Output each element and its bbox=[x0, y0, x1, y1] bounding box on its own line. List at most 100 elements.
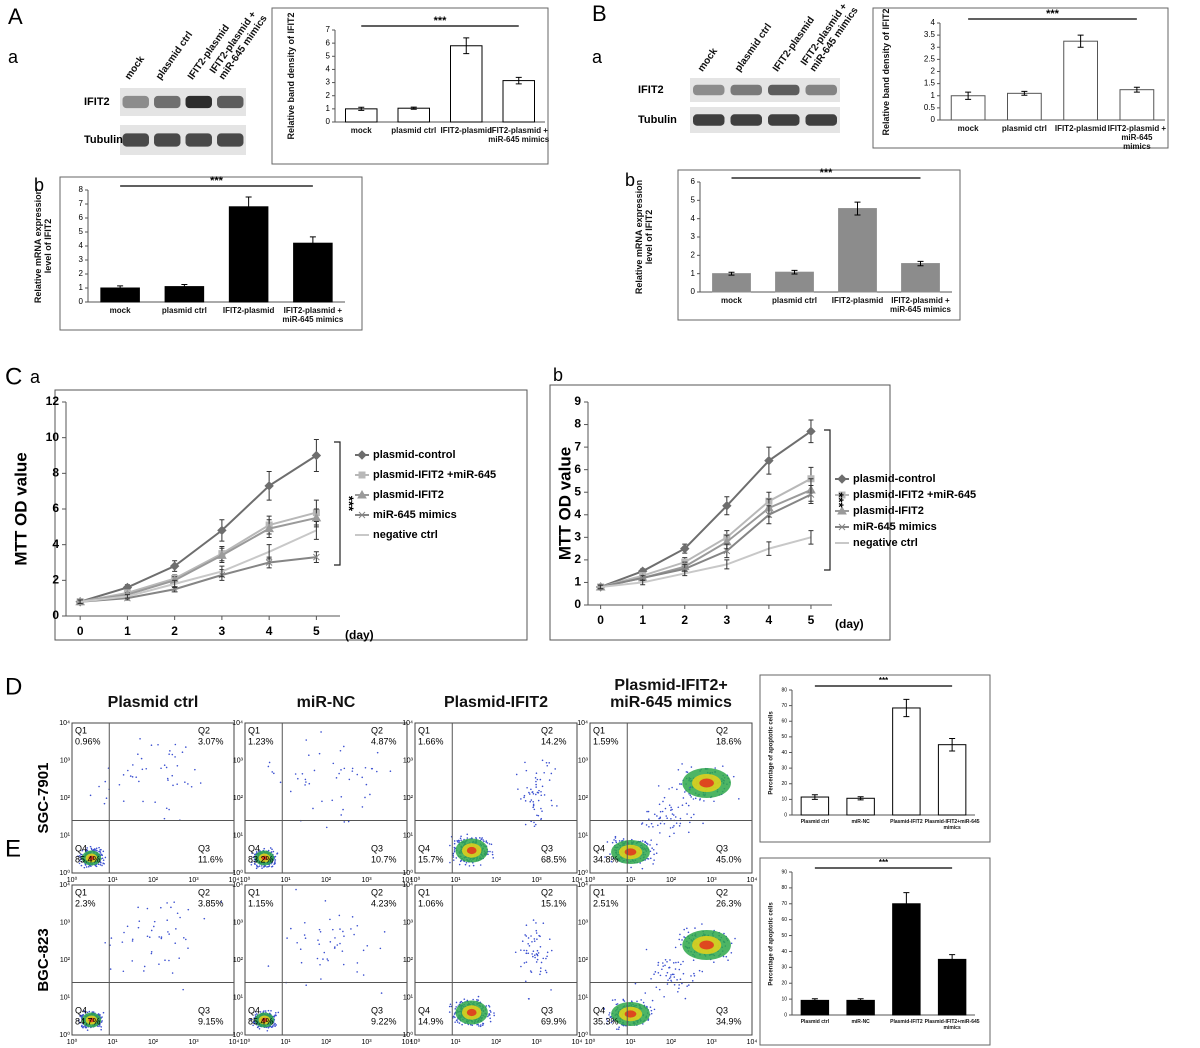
flow-event bbox=[329, 919, 331, 921]
x-tick-label: IFIT2-plasmid + miR-645 mimics bbox=[1099, 125, 1175, 151]
quadrant-percent: 1.06% bbox=[418, 898, 444, 908]
flow-event bbox=[533, 919, 535, 921]
flow-y-tick-label: 10⁴ bbox=[402, 720, 413, 727]
flow-event bbox=[529, 793, 531, 795]
quadrant-percent: 14.2% bbox=[541, 736, 567, 746]
flow-event bbox=[273, 773, 275, 775]
flow-event bbox=[650, 858, 652, 860]
flow-event bbox=[492, 854, 494, 856]
flow-event bbox=[663, 996, 665, 998]
flow-event bbox=[491, 844, 493, 846]
flow-event bbox=[326, 958, 328, 960]
flow-event bbox=[693, 814, 695, 816]
flow-event bbox=[479, 837, 481, 839]
quadrant-name: Q2 bbox=[371, 725, 383, 735]
quadrant-percent: 14.9% bbox=[418, 1016, 444, 1026]
flow-event bbox=[99, 849, 101, 851]
y-tick-label: 12 bbox=[46, 394, 60, 408]
flow-event bbox=[665, 959, 667, 961]
y-tick-label: 1 bbox=[574, 575, 581, 589]
blot-row-label: IFIT2 bbox=[638, 84, 664, 96]
flow-event bbox=[532, 801, 534, 803]
flow-event bbox=[454, 843, 456, 845]
flow-event bbox=[531, 799, 533, 801]
flow-event bbox=[516, 774, 518, 776]
flow-event bbox=[658, 785, 660, 787]
flow-event bbox=[257, 866, 259, 868]
blot-band bbox=[154, 133, 180, 146]
flow-y-tick-label: 10⁴ bbox=[59, 720, 70, 727]
flow-event bbox=[305, 937, 307, 939]
flow-event bbox=[525, 980, 527, 982]
flow-event bbox=[680, 823, 682, 825]
flow-event bbox=[546, 762, 548, 764]
y-tick-label: 6 bbox=[79, 213, 84, 222]
quadrant-name: Q3 bbox=[198, 843, 210, 853]
flow-event bbox=[554, 768, 556, 770]
y-tick-label: 60 bbox=[781, 917, 787, 923]
flow-x-tick-label: 10² bbox=[666, 1039, 677, 1046]
flow-event bbox=[530, 789, 532, 791]
flow-event bbox=[688, 831, 690, 833]
flow-event bbox=[456, 1002, 458, 1004]
blot-band bbox=[123, 133, 149, 146]
flow-event bbox=[340, 814, 342, 816]
flow-event bbox=[651, 847, 653, 849]
flow-event bbox=[536, 772, 538, 774]
flow-event bbox=[680, 978, 682, 980]
quadrant-percent: 84.7% bbox=[75, 1016, 101, 1026]
flow-x-tick-label: 10⁴ bbox=[747, 1039, 758, 1046]
flow-event bbox=[651, 823, 653, 825]
flow-event bbox=[342, 931, 344, 933]
y-tick-label: 0 bbox=[326, 117, 331, 126]
flow-event bbox=[295, 773, 297, 775]
flow-event bbox=[357, 962, 359, 964]
flow-event bbox=[659, 817, 661, 819]
series-line bbox=[80, 456, 316, 602]
flow-event bbox=[534, 954, 536, 956]
quadrant-percent: 2.51% bbox=[593, 898, 619, 908]
flow-event bbox=[675, 947, 677, 949]
flow-event bbox=[524, 795, 526, 797]
flow-y-tick-label: 10⁰ bbox=[402, 1031, 413, 1039]
y-tick-label: 40 bbox=[781, 949, 787, 955]
flow-event bbox=[317, 939, 319, 941]
flow-event bbox=[270, 847, 272, 849]
flow-event bbox=[525, 824, 527, 826]
flow-event bbox=[158, 936, 160, 938]
flow-event bbox=[350, 928, 352, 930]
flow-event bbox=[454, 849, 456, 851]
flow-event bbox=[549, 938, 551, 940]
flow-event bbox=[174, 756, 176, 758]
y-tick-label: 0 bbox=[574, 597, 581, 611]
quadrant-name: Q2 bbox=[371, 887, 383, 897]
y-tick-label: 2 bbox=[931, 67, 936, 76]
flow-event bbox=[667, 979, 669, 981]
flow-event bbox=[141, 758, 143, 760]
bar bbox=[801, 1000, 828, 1015]
panel-label: a bbox=[8, 47, 19, 67]
flow-event bbox=[390, 770, 392, 772]
flow-event bbox=[175, 928, 177, 930]
flow-y-tick-label: 10³ bbox=[233, 757, 244, 764]
flow-x-tick-label: 10³ bbox=[531, 877, 542, 884]
bar bbox=[847, 1000, 874, 1015]
flow-event bbox=[538, 790, 540, 792]
flow-event bbox=[460, 839, 462, 841]
significance-label: *** bbox=[210, 175, 224, 187]
flow-event bbox=[684, 791, 686, 793]
legend-label: negative ctrl bbox=[853, 537, 918, 549]
flow-event bbox=[538, 815, 540, 817]
flow-event bbox=[670, 976, 672, 978]
flow-event bbox=[170, 907, 172, 909]
flow-event bbox=[492, 851, 494, 853]
bar bbox=[451, 46, 483, 122]
flow-event bbox=[533, 950, 535, 952]
flow-event bbox=[91, 849, 93, 851]
flow-event bbox=[384, 931, 386, 933]
panel-label: D bbox=[5, 673, 22, 700]
flow-event bbox=[362, 806, 364, 808]
x-tick-label: Plasmid-IFIT2+miR-645 mimics bbox=[919, 1020, 985, 1031]
quadrant-percent: 1.59% bbox=[593, 736, 619, 746]
quadrant-percent: 26.3% bbox=[716, 898, 742, 908]
